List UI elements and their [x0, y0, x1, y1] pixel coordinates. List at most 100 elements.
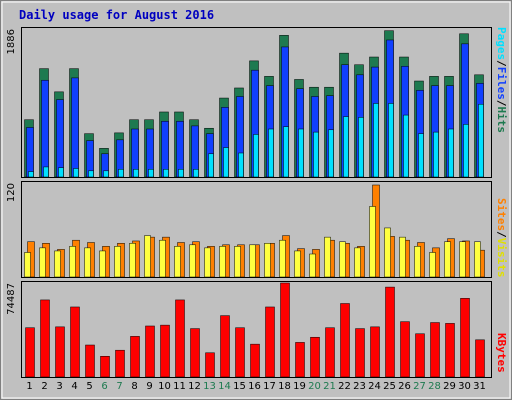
x-tick-label-day-26: 26	[398, 381, 411, 392]
bar-kbytes-day-8	[130, 336, 140, 378]
legend-sep: /	[495, 231, 508, 238]
bar-pages-day-13	[208, 153, 214, 178]
bar-kbytes-day-13	[205, 352, 215, 378]
legend-hits-files-pages: Pages/Files/Hits	[495, 27, 508, 133]
bar-visits-day-24	[369, 206, 376, 278]
bar-pages-day-16	[253, 134, 259, 178]
legend-kbytes: KBytes	[495, 333, 508, 373]
bar-visits-day-10	[159, 239, 166, 278]
x-tick-label-day-11: 11	[173, 381, 186, 392]
x-tick-label-day-10: 10	[158, 381, 171, 392]
bar-pages-day-19	[298, 128, 304, 178]
bar-files-day-10	[161, 121, 169, 178]
x-tick-label-day-1: 1	[26, 381, 33, 392]
legend-sep: /	[495, 99, 508, 107]
legend-kbytes-label: KBytes	[495, 333, 508, 373]
chart-title: Daily usage for August 2016	[19, 8, 215, 22]
x-tick-label-day-29: 29	[443, 381, 456, 392]
bar-visits-day-28	[429, 252, 436, 278]
bar-kbytes-day-25	[385, 286, 395, 378]
bar-kbytes-day-24	[370, 326, 380, 378]
bar-visits-day-23	[354, 247, 361, 278]
bar-kbytes-day-17	[265, 306, 275, 378]
bar-pages-day-5	[88, 170, 94, 178]
x-tick-label-day-13: 13	[203, 381, 216, 392]
bar-pages-day-9	[148, 169, 154, 178]
bar-kbytes-day-11	[175, 299, 185, 378]
bar-kbytes-day-6	[100, 356, 110, 378]
legend-files: Files	[495, 66, 508, 100]
x-tick-label-day-20: 20	[308, 381, 321, 392]
bar-visits-day-21	[324, 236, 331, 278]
bar-pages-day-24	[373, 103, 379, 178]
kbytes-ymax-label: 74487	[6, 283, 17, 315]
bar-kbytes-day-31	[475, 339, 485, 378]
bar-pages-day-31	[478, 103, 484, 178]
bar-visits-day-20	[309, 253, 316, 278]
bar-visits-day-26	[399, 236, 406, 278]
bar-pages-day-17	[268, 128, 274, 178]
bar-visits-day-3	[54, 250, 61, 278]
x-tick-label-day-12: 12	[188, 381, 201, 392]
bar-visits-day-7	[114, 246, 121, 278]
bar-visits-day-4	[69, 246, 76, 278]
bar-pages-day-7	[118, 169, 124, 178]
bar-visits-day-31	[474, 241, 481, 278]
x-tick-label-day-30: 30	[458, 381, 471, 392]
x-tick-label-day-9: 9	[146, 381, 153, 392]
bar-kbytes-day-7	[115, 349, 125, 378]
bar-visits-day-5	[84, 247, 91, 278]
legend-sites: Sites	[495, 198, 508, 232]
hits-ymax-label: 1886	[6, 29, 17, 55]
bar-kbytes-day-22	[340, 303, 350, 378]
bar-kbytes-day-16	[250, 343, 260, 378]
legend-visits: Visits	[495, 237, 508, 278]
x-tick-label-day-23: 23	[353, 381, 366, 392]
bar-pages-day-21	[328, 129, 334, 178]
bar-pages-day-10	[163, 169, 169, 178]
bar-visits-day-6	[99, 250, 106, 278]
legend-pages: Pages	[495, 27, 508, 61]
x-tick-label-day-18: 18	[278, 381, 291, 392]
bar-pages-day-14	[223, 147, 229, 178]
bar-pages-day-1	[28, 171, 34, 178]
x-tick-label-day-24: 24	[368, 381, 381, 392]
bar-kbytes-day-30	[460, 298, 470, 378]
legend-hits: Hits	[495, 106, 508, 134]
bar-kbytes-day-20	[310, 336, 320, 378]
bar-visits-day-29	[444, 241, 451, 278]
bar-visits-day-12	[189, 244, 196, 278]
bar-kbytes-day-5	[85, 344, 95, 378]
bar-kbytes-day-23	[355, 328, 365, 378]
bar-kbytes-day-29	[445, 323, 455, 378]
bar-visits-day-22	[339, 241, 346, 278]
bar-kbytes-day-4	[70, 306, 80, 378]
bar-pages-day-4	[73, 168, 79, 178]
bar-kbytes-day-1	[25, 327, 35, 378]
bar-files-day-2	[41, 79, 49, 178]
x-tick-label-day-16: 16	[248, 381, 261, 392]
bar-pages-day-3	[58, 167, 64, 178]
x-tick-label-day-28: 28	[428, 381, 441, 392]
bar-pages-day-8	[133, 169, 139, 178]
bar-kbytes-day-21	[325, 327, 335, 378]
bar-pages-day-6	[103, 170, 109, 178]
bar-visits-day-27	[414, 246, 421, 278]
bar-visits-day-9	[144, 235, 151, 278]
bar-visits-day-13	[204, 247, 211, 278]
x-tick-label-day-21: 21	[323, 381, 336, 392]
bar-visits-day-11	[174, 246, 181, 278]
x-tick-label-day-22: 22	[338, 381, 351, 392]
bar-kbytes-day-27	[415, 333, 425, 378]
bar-visits-day-8	[129, 243, 136, 278]
bar-kbytes-day-19	[295, 342, 305, 378]
x-tick-label-day-2: 2	[41, 381, 48, 392]
x-tick-label-day-14: 14	[218, 381, 231, 392]
x-tick-label-day-6: 6	[101, 381, 108, 392]
bar-visits-day-17	[264, 243, 271, 278]
bar-visits-day-16	[249, 244, 256, 278]
bar-visits-day-19	[294, 250, 301, 278]
bar-kbytes-day-2	[40, 299, 50, 378]
